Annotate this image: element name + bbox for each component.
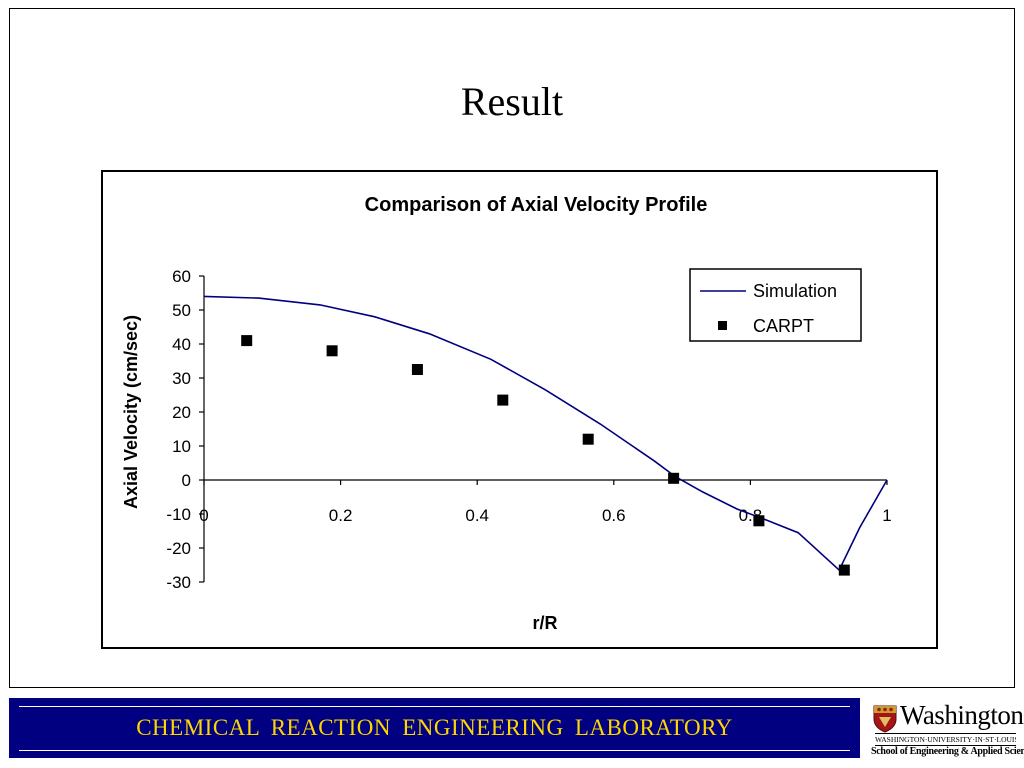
carpt-point xyxy=(582,433,594,445)
carpt-point xyxy=(241,335,253,347)
plot-area xyxy=(203,295,888,576)
y-tick-label: 60 xyxy=(172,267,191,286)
x-tick-label: 0.6 xyxy=(602,506,626,525)
carpt-point xyxy=(326,345,338,357)
y-tick-label: 50 xyxy=(172,301,191,320)
chart: Comparison of Axial Velocity Profile r/R… xyxy=(121,194,892,633)
footer-lab-name: CHEMICAL REACTION ENGINEERING LABORATORY xyxy=(136,715,733,740)
y-axis-label: Axial Velocity (cm/sec) xyxy=(121,315,141,509)
y-tick-label: -30 xyxy=(166,573,191,592)
x-tick-label: 0.4 xyxy=(465,506,489,525)
simulation-series-line xyxy=(203,295,888,572)
university-shield-icon xyxy=(873,705,897,733)
logo-wordmark: Washington xyxy=(900,700,1024,730)
carpt-point xyxy=(753,515,765,527)
y-tick-label: 10 xyxy=(172,437,191,456)
footer-rule-bottom xyxy=(19,750,850,751)
carpt-point xyxy=(497,394,509,406)
carpt-point xyxy=(668,472,680,484)
carpt-point xyxy=(838,564,850,576)
logo-school-name: School of Engineering & Applied Science xyxy=(871,746,1024,757)
slide-title: Result xyxy=(460,79,564,124)
legend: Simulation CARPT xyxy=(689,268,862,342)
legend-carpt-swatch xyxy=(718,321,727,330)
footer-bar: CHEMICAL REACTION ENGINEERING LABORATORY xyxy=(9,698,860,758)
legend-simulation-label: Simulation xyxy=(753,281,837,301)
carpt-point xyxy=(411,364,423,375)
y-tick-label: -20 xyxy=(166,539,191,558)
y-tick-label: 0 xyxy=(182,471,191,490)
chart-title: Comparison of Axial Velocity Profile xyxy=(365,194,708,216)
x-axis-label: r/R xyxy=(532,613,557,633)
x-tick-label: 1 xyxy=(882,506,891,525)
logo-subtitle: WASHINGTON·UNIVERSITY·IN·ST·LOUIS xyxy=(875,733,1016,746)
y-tick-label: 30 xyxy=(172,369,191,388)
footer-rule-top xyxy=(19,706,850,707)
y-tick-label: 20 xyxy=(172,403,191,422)
legend-carpt-label: CARPT xyxy=(753,316,814,336)
x-tick-label: 0.2 xyxy=(329,506,353,525)
slide-frame xyxy=(9,8,1015,688)
x-tick-label: 0 xyxy=(199,506,208,525)
y-tick-label: -10 xyxy=(166,505,191,524)
washington-university-logo: Washington WASHINGTON·UNIVERSITY·IN·ST·L… xyxy=(870,700,1024,762)
y-tick-label: 40 xyxy=(172,335,191,354)
chart-container: Comparison of Axial Velocity Profile r/R… xyxy=(101,170,938,649)
